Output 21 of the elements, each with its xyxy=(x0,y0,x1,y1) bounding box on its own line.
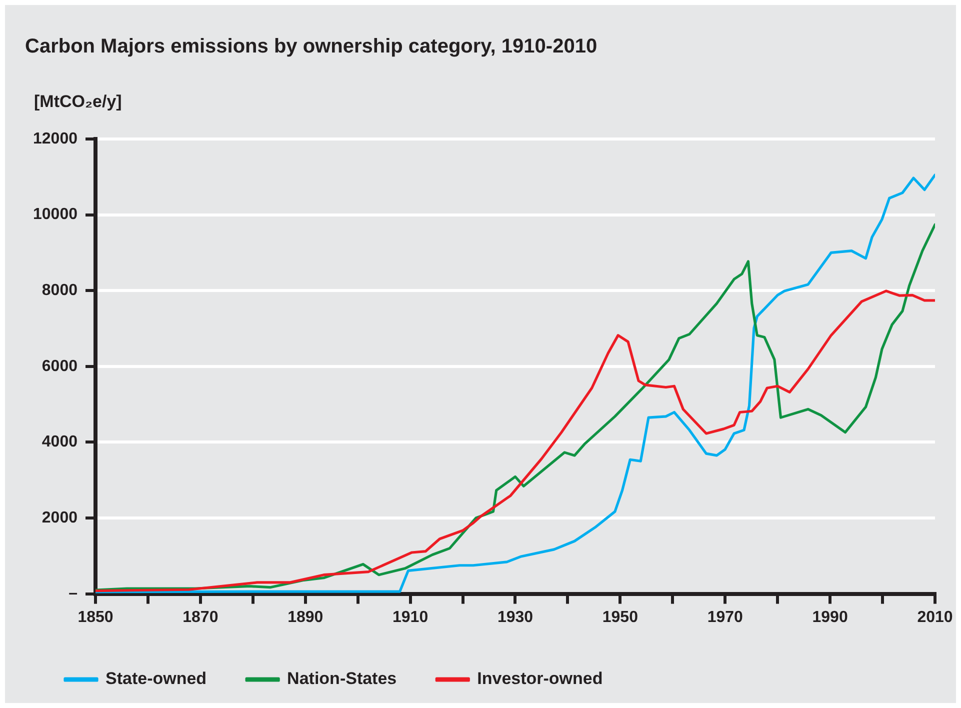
y-tick-label: 4000 xyxy=(42,434,78,451)
legend-label: Investor-owned xyxy=(477,669,603,688)
y-tick-label: 12000 xyxy=(32,130,78,148)
x-tick-label: 1870 xyxy=(182,608,218,626)
x-tick-label: 1950 xyxy=(602,608,638,626)
y-tick-label: 2000 xyxy=(42,509,78,526)
y-tick-label: – xyxy=(68,585,78,602)
chart-title: Carbon Majors emissions by ownership category, 1910-2010 xyxy=(25,36,598,58)
x-tick-label: 1910 xyxy=(392,608,428,626)
y-tick-label: 10000 xyxy=(32,206,78,224)
legend-label: Nation-States xyxy=(287,669,397,688)
x-tick-label: 1930 xyxy=(497,608,534,626)
x-tick-label: 1970 xyxy=(707,608,744,626)
x-tick-label: 1850 xyxy=(78,608,114,626)
x-tick-label: 1990 xyxy=(812,608,848,626)
y-tick-label: 8000 xyxy=(42,282,78,300)
x-tick-label: 1890 xyxy=(288,608,324,626)
legend-label: State-owned xyxy=(106,669,207,688)
x-tick-label: 2010 xyxy=(917,608,953,626)
y-axis-title: [MtCO₂e/y] xyxy=(34,92,122,112)
y-tick-label: 6000 xyxy=(42,358,78,375)
